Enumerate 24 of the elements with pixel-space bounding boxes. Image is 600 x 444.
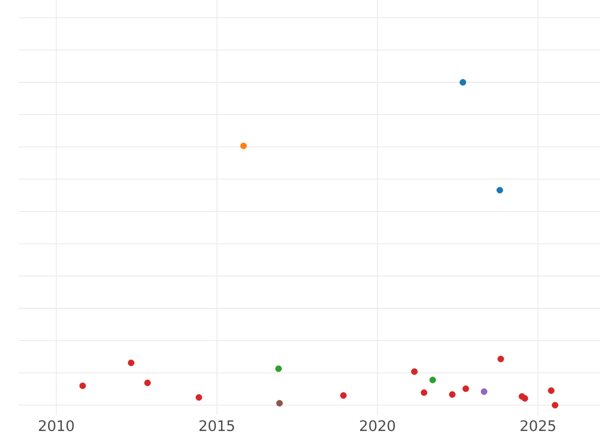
x-tick-label: 2020 [360,420,395,432]
point [276,400,283,407]
x-tick-label: 2025 [520,420,556,432]
point [240,142,247,150]
point [462,385,470,392]
point [522,395,528,402]
point [480,388,488,395]
point [340,392,347,399]
x-tick-label: 2010 [38,420,74,432]
point [548,387,554,394]
point [420,389,428,396]
point [196,394,202,401]
point [429,376,436,384]
point [411,368,418,375]
x-tick-label: 2015 [200,420,234,432]
point [460,79,466,86]
point [79,382,86,390]
point [497,356,504,362]
point [552,402,558,408]
point [275,365,282,372]
point [448,391,456,398]
point [128,360,134,366]
point [144,380,151,386]
point [496,186,504,194]
